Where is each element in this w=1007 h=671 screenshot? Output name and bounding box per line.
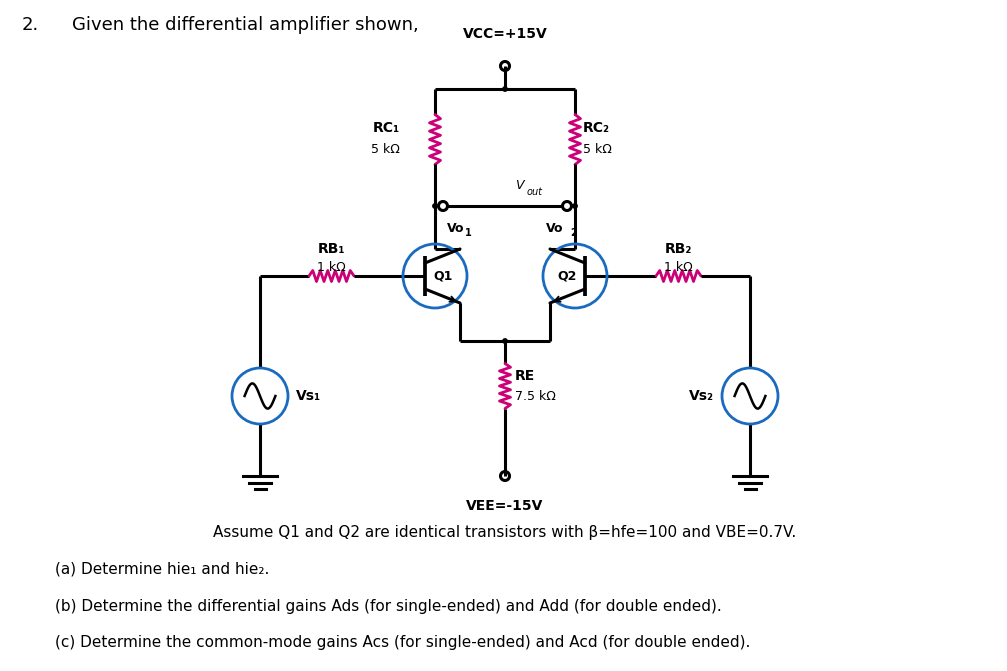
Circle shape	[502, 339, 508, 343]
Text: Q2: Q2	[557, 270, 577, 282]
Text: VEE=-15V: VEE=-15V	[466, 499, 544, 513]
Text: RE: RE	[515, 369, 536, 383]
Text: 5 kΩ: 5 kΩ	[372, 143, 400, 156]
Text: 2: 2	[570, 228, 577, 238]
Circle shape	[573, 204, 577, 208]
Text: RC₂: RC₂	[583, 121, 610, 134]
Text: Assume Q1 and Q2 are identical transistors with β=hfe=100 and VBE=0.7V.: Assume Q1 and Q2 are identical transisto…	[213, 525, 797, 541]
Text: Given the differential amplifier shown,: Given the differential amplifier shown,	[71, 16, 419, 34]
Text: RB₁: RB₁	[318, 242, 345, 256]
Text: 1: 1	[465, 228, 471, 238]
Text: Vs₂: Vs₂	[689, 389, 714, 403]
Text: out: out	[527, 187, 543, 197]
Text: 1 kΩ: 1 kΩ	[665, 261, 693, 274]
Text: Vo: Vo	[447, 222, 464, 235]
Text: V: V	[515, 179, 524, 192]
Circle shape	[502, 87, 508, 91]
Text: (c) Determine the common-mode gains Acs (for single-ended) and Acd (for double e: (c) Determine the common-mode gains Acs …	[55, 635, 750, 650]
Text: RB₂: RB₂	[665, 242, 692, 256]
Text: 1 kΩ: 1 kΩ	[317, 261, 345, 274]
Text: RC₁: RC₁	[373, 121, 400, 134]
Text: (a) Determine hie₁ and hie₂.: (a) Determine hie₁ and hie₂.	[55, 562, 270, 576]
Text: 7.5 kΩ: 7.5 kΩ	[515, 389, 556, 403]
Text: Vs₁: Vs₁	[296, 389, 321, 403]
Text: Vo: Vo	[546, 222, 563, 235]
Text: 5 kΩ: 5 kΩ	[583, 143, 612, 156]
Text: (b) Determine the differential gains Ads (for single-ended) and Add (for double : (b) Determine the differential gains Ads…	[55, 599, 722, 613]
Text: VCC=+15V: VCC=+15V	[462, 27, 548, 41]
Text: Q1: Q1	[433, 270, 453, 282]
Text: 2.: 2.	[22, 16, 39, 34]
Circle shape	[433, 204, 437, 208]
